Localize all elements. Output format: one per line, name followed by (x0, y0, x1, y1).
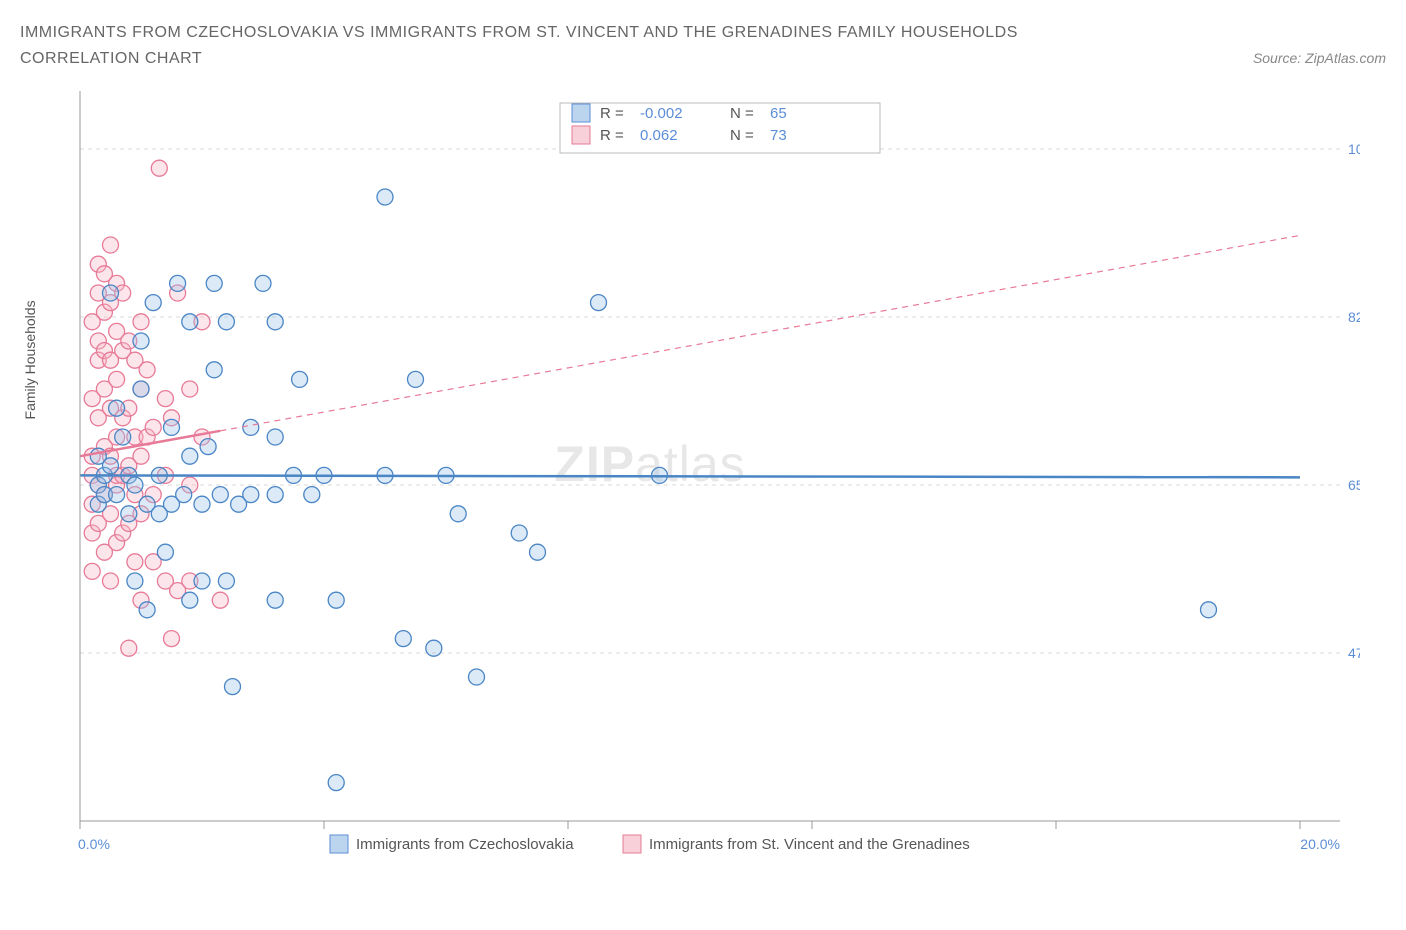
svg-text:ZIPatlas: ZIPatlas (554, 436, 745, 492)
correlation-scatter-chart: 47.5% 65.0% 82.5% 100.0% ZIPatlas 0.0% 20.0% R … (20, 81, 1360, 861)
svg-text:82.5%: 82.5% (1348, 309, 1360, 325)
source-attribution: Source: ZipAtlas.com (1253, 50, 1386, 66)
title-line-1: IMMIGRANTS FROM CZECHOSLOVAKIA VS IMMIGR… (20, 24, 1018, 41)
y-axis-label: Family Households (22, 301, 38, 420)
title-line-2: CORRELATION CHART (20, 50, 202, 67)
svg-text:Immigrants from Czechoslovakia: Immigrants from Czechoslovakia (356, 836, 574, 853)
svg-text:R =: R = (600, 105, 624, 122)
svg-text:Immigrants from St. Vincent an: Immigrants from St. Vincent and the Gren… (649, 836, 970, 853)
svg-text:65: 65 (770, 105, 787, 122)
svg-text:-0.002: -0.002 (640, 105, 683, 122)
svg-text:0.0%: 0.0% (78, 836, 110, 852)
svg-text:47.5%: 47.5% (1348, 645, 1360, 661)
svg-text:73: 73 (770, 127, 787, 144)
svg-text:65.0%: 65.0% (1348, 477, 1360, 493)
svg-text:N =: N = (730, 127, 754, 144)
chart-title: IMMIGRANTS FROM CZECHOSLOVAKIA VS IMMIGR… (20, 20, 1018, 71)
svg-text:N =: N = (730, 105, 754, 122)
svg-text:R =: R = (600, 127, 624, 144)
svg-text:20.0%: 20.0% (1300, 836, 1340, 852)
svg-text:0.062: 0.062 (640, 127, 678, 144)
svg-text:100.0%: 100.0% (1348, 141, 1360, 157)
